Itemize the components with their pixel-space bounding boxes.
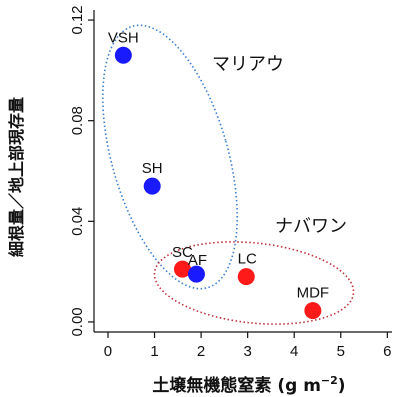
x-tick-label: 4	[290, 343, 298, 360]
point-label-lc: LC	[238, 251, 257, 268]
x-axis-title-close: )	[338, 376, 346, 396]
point-vsh	[114, 46, 132, 64]
x-axis-title-superscript: −2	[321, 374, 338, 387]
x-axis-title-main: 土壌無機態窒素 (g m	[152, 375, 321, 396]
x-tick-label: 2	[197, 343, 205, 360]
x-tick-label: 6	[383, 343, 391, 360]
group-ellipse-maliau	[102, 24, 238, 290]
y-tick-label: 0.08	[69, 106, 86, 135]
point-label-vsh: VSH	[108, 29, 139, 46]
point-lc	[237, 268, 255, 286]
x-tick-label: 5	[337, 343, 345, 360]
y-tick-label: 0.12	[69, 5, 86, 34]
point-af	[187, 265, 205, 283]
point-label-mdf: MDF	[297, 285, 330, 302]
x-tick-label: 1	[150, 343, 158, 360]
x-axis-title: 土壌無機態窒素 (g m−2)	[152, 374, 345, 396]
axes: 0 1 2 3 4 5 6 0.00 0.04 0.08 0.12 土壌無機態窒素 (g m−2) 細根…	[7, 5, 392, 396]
point-label-af: AF	[188, 252, 207, 269]
data-points	[114, 46, 322, 320]
point-mdf	[304, 302, 322, 320]
point-label-sc: SC	[172, 244, 193, 261]
group-label-nabawan: ナバワン	[275, 216, 347, 237]
y-axis-title: 細根量／地上部現存量	[7, 97, 26, 257]
group-ellipse-nabawan	[153, 241, 355, 325]
y-tick-label: 0.04	[69, 207, 86, 236]
x-tick-label: 3	[243, 343, 251, 360]
x-tick-label: 0	[104, 343, 112, 360]
group-label-maliau: マリアウ	[212, 54, 284, 75]
group-ellipses	[102, 24, 355, 325]
point-sh	[143, 177, 161, 195]
y-tick-label: 0.00	[69, 307, 86, 336]
point-label-sh: SH	[142, 160, 163, 177]
point-sc	[173, 260, 191, 278]
